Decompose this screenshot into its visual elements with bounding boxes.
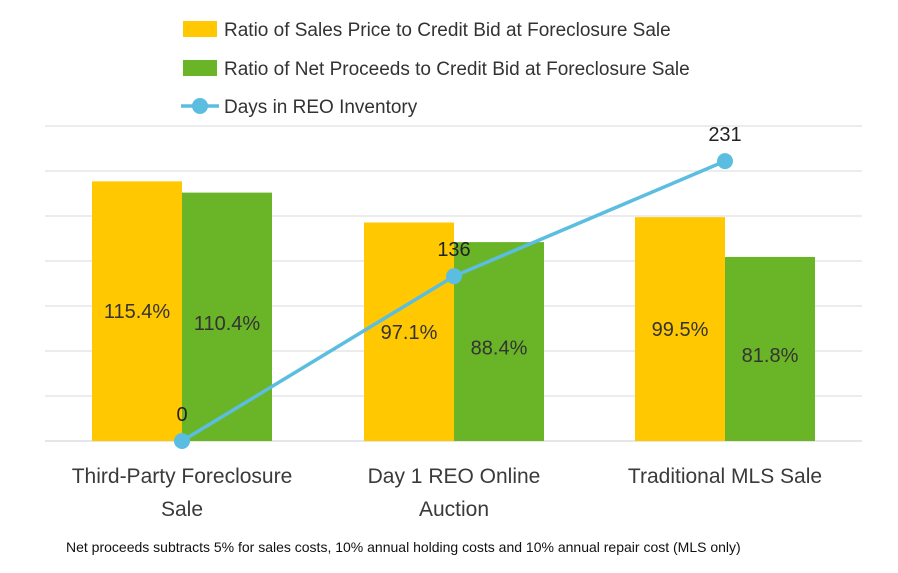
category-label: Day 1 REO Online	[368, 465, 541, 488]
legend-label: Ratio of Net Proceeds to Credit Bid at F…	[224, 59, 690, 80]
bar-data-label: 97.1%	[381, 322, 438, 344]
bar	[364, 222, 454, 441]
category-axis: Third-Party Foreclosure Sale Day 1 REO Onl…	[72, 465, 822, 521]
days-data-label: 231	[708, 124, 741, 146]
days-point	[717, 153, 733, 170]
bar-data-label: 99.5%	[652, 319, 709, 341]
chart-footnote: Net proceeds subtracts 5% for sales cost…	[66, 539, 741, 555]
category-label: Auction	[419, 498, 489, 521]
category-label: Traditional MLS Sale	[628, 465, 822, 488]
days-data-label: 0	[176, 404, 187, 426]
bar	[92, 181, 182, 441]
bar	[182, 192, 272, 441]
bar	[725, 256, 815, 441]
legend-label: Days in REO Inventory	[224, 97, 418, 118]
days-data-label: 136	[437, 239, 470, 261]
legend-label: Ratio of Sales Price to Credit Bid at Fo…	[224, 20, 671, 41]
category-label: Third-Party Foreclosure	[72, 465, 293, 488]
bar-data-label: 110.4%	[194, 313, 261, 335]
days-line: 0 136 231	[174, 124, 742, 449]
bar-data-label: 81.8%	[742, 345, 799, 367]
legend-swatch	[183, 21, 217, 37]
bar	[635, 217, 725, 441]
chart-bars: 115.4% 110.4% 97.1% 88.4% 99.5% 81.8%	[92, 181, 815, 441]
legend-marker	[192, 98, 208, 114]
legend-swatch	[183, 60, 217, 76]
bar-data-label: 115.4%	[104, 301, 171, 323]
chart-legend: Ratio of Sales Price to Credit Bid at Fo…	[181, 20, 690, 118]
bar-data-label: 88.4%	[471, 338, 528, 360]
days-point	[446, 268, 462, 285]
category-label: Sale	[161, 498, 203, 521]
days-point	[174, 433, 190, 449]
bar	[454, 242, 544, 441]
